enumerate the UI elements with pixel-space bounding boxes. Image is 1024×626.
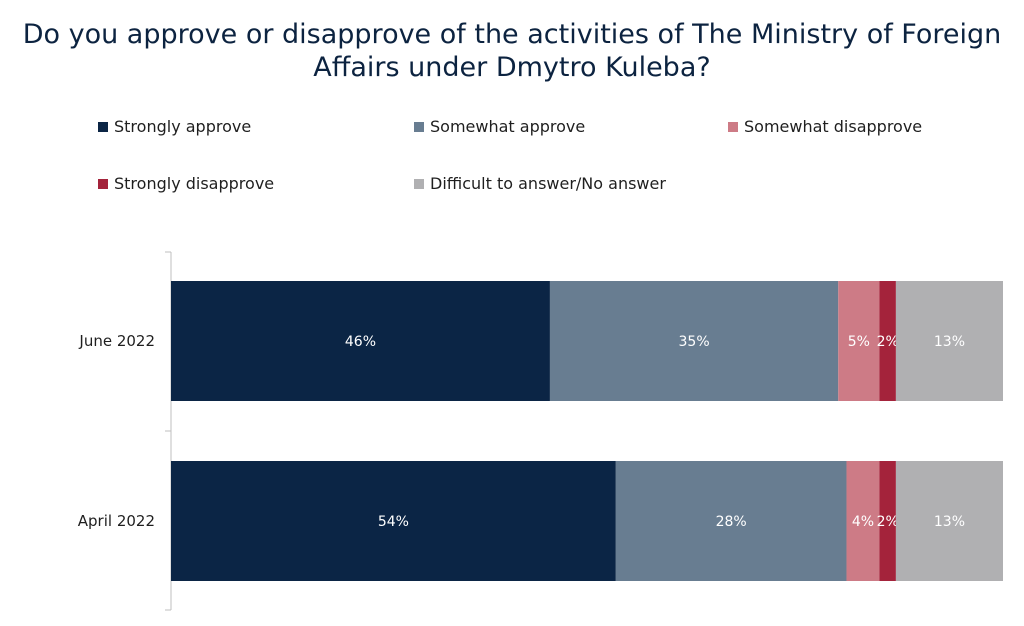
legend-item-strongly-approve: Strongly approve: [98, 117, 251, 136]
chart-title: Do you approve or disapprove of the acti…: [0, 18, 1024, 84]
legend-swatch-somewhat-disapprove: [728, 121, 738, 132]
bar-somewhat-disapprove-april-2022: [846, 461, 880, 581]
data-label-difficult-to-answer-no-answer-april-2022: 13%: [934, 514, 965, 530]
bar-strongly-disapprove-april-2022: [879, 461, 896, 581]
legend-label-strongly-approve: Strongly approve: [114, 117, 252, 136]
legend-swatch-somewhat-approve: [414, 121, 424, 132]
category-label-june-2022: June 2022: [78, 332, 155, 350]
legend-label-strongly-disapprove: Strongly disapprove: [114, 174, 275, 193]
data-label-strongly-approve-april-2022: 54%: [378, 514, 409, 530]
data-label-strongly-disapprove-june-2022: 2%: [877, 334, 899, 350]
data-label-somewhat-approve-april-2022: 28%: [716, 514, 747, 530]
data-label-strongly-approve-june-2022: 46%: [345, 334, 376, 350]
bar-somewhat-approve-june-2022: [549, 281, 839, 401]
bar-difficult-to-answer-no-answer-april-2022: [895, 461, 1003, 581]
chart-title-line-2: Affairs under Dmytro Kuleba?: [313, 52, 711, 83]
bar-strongly-disapprove-june-2022: [879, 281, 896, 401]
legend-swatch-strongly-approve: [98, 121, 108, 132]
data-label-somewhat-approve-june-2022: 35%: [679, 334, 710, 350]
data-label-strongly-disapprove-april-2022: 2%: [877, 514, 899, 530]
legend-label-difficult-to-answer: Difficult to answer/No answer: [430, 174, 666, 193]
legend-item-somewhat-disapprove: Somewhat disapprove: [728, 117, 922, 136]
legend-swatch-difficult-to-answer: [414, 178, 424, 189]
data-label-difficult-to-answer-no-answer-june-2022: 13%: [934, 334, 965, 350]
legend-item-difficult-to-answer: Difficult to answer/No answer: [414, 174, 666, 193]
bar-strongly-approve-april-2022: [171, 461, 616, 581]
category-label-april-2022: April 2022: [78, 512, 155, 530]
legend-label-somewhat-approve: Somewhat approve: [430, 117, 586, 136]
data-label-somewhat-disapprove-april-2022: 4%: [852, 514, 874, 530]
bar-difficult-to-answer-no-answer-june-2022: [895, 281, 1003, 401]
legend-item-somewhat-approve: Somewhat approve: [414, 117, 585, 136]
legend-item-strongly-disapprove: Strongly disapprove: [98, 174, 274, 193]
data-label-somewhat-disapprove-june-2022: 5%: [848, 334, 870, 350]
bar-strongly-approve-june-2022: [171, 281, 550, 401]
legend-label-somewhat-disapprove: Somewhat disapprove: [744, 117, 923, 136]
legend-swatch-strongly-disapprove: [98, 178, 108, 189]
bar-somewhat-disapprove-june-2022: [838, 281, 880, 401]
chart-title-line-1: Do you approve or disapprove of the acti…: [22, 19, 1002, 50]
bar-somewhat-approve-april-2022: [615, 461, 847, 581]
